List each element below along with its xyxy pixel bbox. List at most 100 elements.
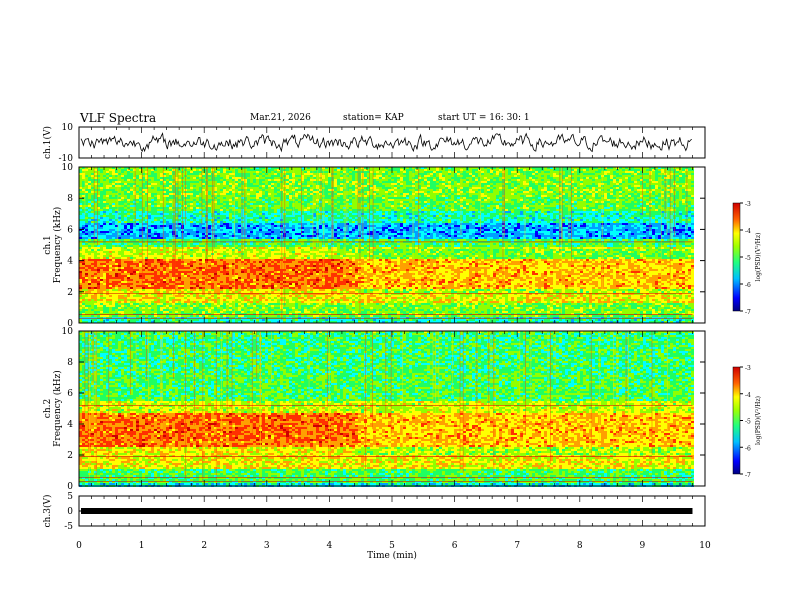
spectrogram-cell xyxy=(160,173,163,175)
spectrogram-cell xyxy=(298,175,301,177)
spectrogram-cell xyxy=(454,179,457,181)
spectrogram-cell xyxy=(238,177,241,179)
spectrogram-cell xyxy=(277,175,280,177)
spectrogram-cell xyxy=(589,175,592,177)
spectrogram-cell xyxy=(262,175,265,177)
spectrogram-cell xyxy=(136,173,139,175)
spectrogram-cell xyxy=(358,173,361,175)
spectrogram-cell xyxy=(643,173,646,175)
spectrogram-cell xyxy=(403,171,406,173)
spectrogram-cell xyxy=(256,175,259,177)
spectrogram-cell xyxy=(382,171,385,173)
spectrogram-cell xyxy=(394,179,397,181)
spectrogram-cell xyxy=(361,177,364,179)
spectrogram-cell xyxy=(430,177,433,179)
spectrogram-cell xyxy=(229,173,232,175)
spectrogram-cell xyxy=(187,171,190,173)
spectrogram-cell xyxy=(226,173,229,175)
spectrogram-cell xyxy=(631,171,634,173)
spectrogram-cell xyxy=(160,169,163,171)
spectrogram-cell xyxy=(589,169,592,171)
spectrogram-cell xyxy=(436,179,439,181)
spectrogram-cell xyxy=(259,169,262,171)
spectrogram-cell xyxy=(649,173,652,175)
spectrogram-cell xyxy=(484,171,487,173)
spectrogram-cell xyxy=(556,175,559,177)
spectrogram-cell xyxy=(226,171,229,173)
spectrogram-cell xyxy=(457,177,460,179)
spectrogram-cell xyxy=(328,177,331,179)
spectrogram-cell xyxy=(592,177,595,179)
spectrogram-cell xyxy=(169,177,172,179)
spectrogram-cell xyxy=(487,171,490,173)
spectrogram-cell xyxy=(157,175,160,177)
spectrogram-cell xyxy=(355,179,358,181)
spectrogram-cell xyxy=(364,175,367,177)
spectrogram-cell xyxy=(439,173,442,175)
spectrogram-cell xyxy=(655,175,658,177)
spectrogram-cell xyxy=(544,173,547,175)
spectrogram-cell xyxy=(370,175,373,177)
spectrogram-cell xyxy=(688,171,691,173)
spectrogram-cell xyxy=(298,169,301,171)
spectrogram-cell xyxy=(124,169,127,171)
spectrogram-cell xyxy=(688,173,691,175)
spectrogram-cell xyxy=(403,179,406,181)
spectrogram-cell xyxy=(430,173,433,175)
spectrogram-cell xyxy=(451,177,454,179)
spectrogram-cell xyxy=(394,175,397,177)
spectrogram-cell xyxy=(580,177,583,179)
spectrogram-cell xyxy=(349,177,352,179)
spectrogram-cell xyxy=(91,173,94,175)
spectrogram-cell xyxy=(202,171,205,173)
spectrogram-cell xyxy=(604,175,607,177)
spectrogram-cell xyxy=(358,169,361,171)
spectrogram-cell xyxy=(643,175,646,177)
spectrogram-cell xyxy=(427,179,430,181)
spectrogram-cell xyxy=(364,171,367,173)
spectrogram-cell xyxy=(655,171,658,173)
spectrogram-cell xyxy=(388,177,391,179)
spectrogram-cell xyxy=(475,171,478,173)
spectrogram-cell xyxy=(376,179,379,181)
spectrogram-cell xyxy=(271,175,274,177)
spectrogram-cell xyxy=(223,169,226,171)
spectrogram-cell xyxy=(466,179,469,181)
spectrogram-cell xyxy=(628,171,631,173)
spectrogram-cell xyxy=(196,175,199,177)
spectrogram-cell xyxy=(289,171,292,173)
spectrogram-cell xyxy=(310,169,313,171)
spectrogram-cell xyxy=(598,171,601,173)
spectrogram-cell xyxy=(655,177,658,179)
spectrogram-cell xyxy=(229,177,232,179)
spectrogram-cell xyxy=(619,173,622,175)
spectrogram-cell xyxy=(499,171,502,173)
spectrogram-cell xyxy=(403,173,406,175)
spectrogram-cell xyxy=(154,179,157,181)
spectrogram-cell xyxy=(277,179,280,181)
spectrogram-cell xyxy=(247,175,250,177)
spectrogram-cell xyxy=(172,177,175,179)
spectrogram-cell xyxy=(448,175,451,177)
spectrogram-cell xyxy=(619,179,622,181)
spectrogram-cell xyxy=(310,175,313,177)
spectrogram-cell xyxy=(544,179,547,181)
spectrogram-cell xyxy=(91,179,94,181)
spectrogram-cell xyxy=(250,179,253,181)
spectrogram-cell xyxy=(466,169,469,171)
spectrogram-cell xyxy=(85,169,88,171)
spectrogram-cell xyxy=(388,173,391,175)
spectrogram-cell xyxy=(250,171,253,173)
spectrogram-cell xyxy=(427,175,430,177)
spectrogram-cell xyxy=(493,169,496,171)
spectrogram-cell xyxy=(235,169,238,171)
spectrogram-cell xyxy=(310,177,313,179)
spectrogram-cell xyxy=(118,177,121,179)
spectrogram-cell xyxy=(136,169,139,171)
spectrogram-cell xyxy=(529,175,532,177)
spectrogram-cell xyxy=(235,173,238,175)
spectrogram-cell xyxy=(139,173,142,175)
spectrogram-cell xyxy=(526,173,529,175)
spectrogram-cell xyxy=(484,173,487,175)
spectrogram-cell xyxy=(178,177,181,179)
